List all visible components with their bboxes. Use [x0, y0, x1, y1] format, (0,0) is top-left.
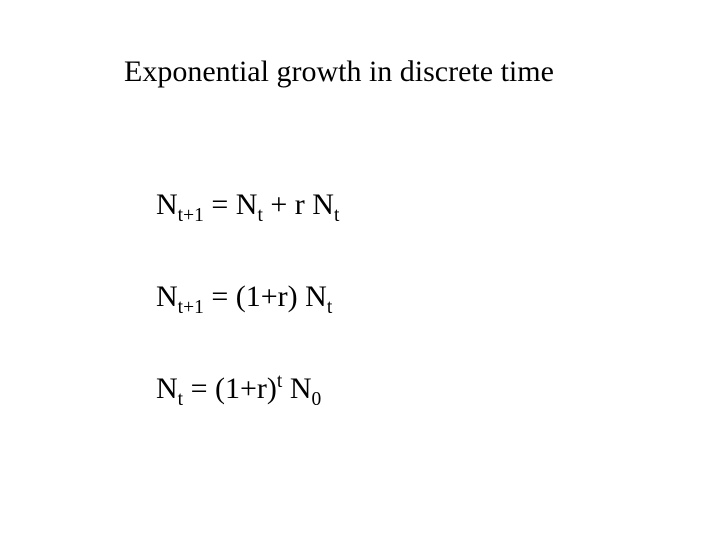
eq2-rhs-sub: t: [327, 297, 332, 318]
eq1-mid1: =: [204, 188, 236, 221]
equation-3: Nt = (1+r)t N0: [156, 372, 321, 406]
eq1-lhs-base: N: [156, 188, 178, 221]
eq2-rhs-base: N: [305, 280, 327, 313]
eq1-lhs-sub: t+1: [178, 205, 204, 226]
slide: Exponential growth in discrete time Nt+1…: [0, 0, 720, 540]
equation-2: Nt+1 = (1+r) Nt: [156, 280, 332, 314]
eq2-lhs-base: N: [156, 280, 178, 313]
eq2-lhs-sub: t+1: [178, 297, 204, 318]
eq3-mid2: [282, 372, 290, 405]
eq2-mid: = (1+r): [204, 280, 305, 313]
equation-1: Nt+1 = Nt + r Nt: [156, 188, 339, 222]
eq3-mid1: = (1+r): [183, 372, 277, 405]
eq1-mid2: + r: [263, 188, 312, 221]
eq1-r1-base: N: [236, 188, 258, 221]
eq1-r2-sub: t: [334, 205, 339, 226]
eq1-r2-base: N: [312, 188, 334, 221]
slide-title: Exponential growth in discrete time: [124, 55, 554, 89]
eq3-rhs-base: N: [290, 372, 312, 405]
eq3-lhs-base: N: [156, 372, 178, 405]
eq3-rhs-sub: 0: [312, 389, 322, 410]
